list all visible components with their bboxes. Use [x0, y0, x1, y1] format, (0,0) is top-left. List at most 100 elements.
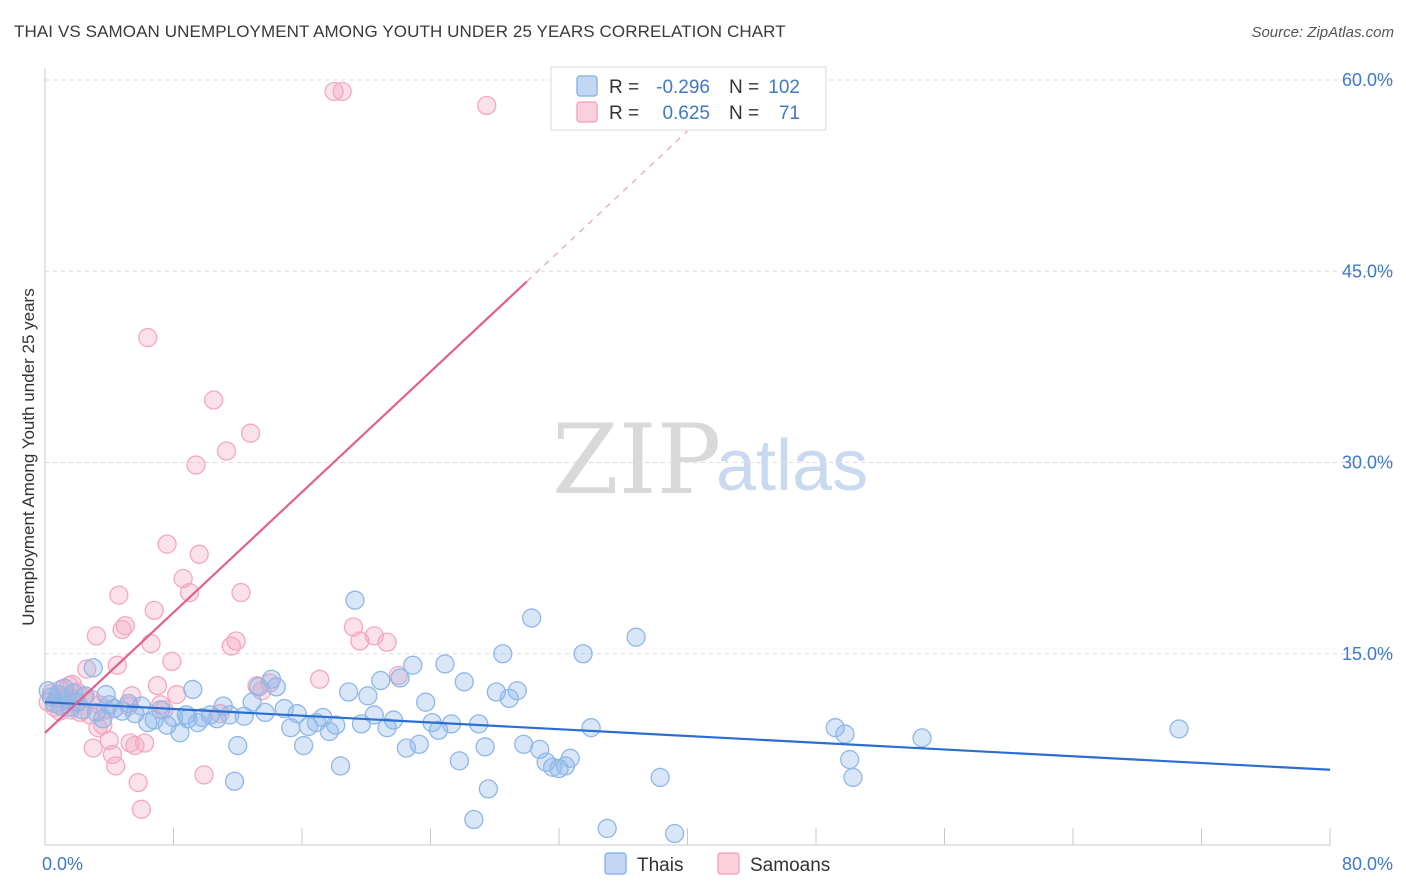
samoan-point [377, 632, 397, 652]
thai-point [220, 705, 240, 725]
thai-point [597, 818, 617, 839]
samoan-point [134, 733, 155, 753]
samoan-point [77, 659, 97, 679]
thai-point [403, 655, 423, 675]
samoan-point [310, 669, 330, 689]
legend-r-label-samoan: R = [609, 103, 639, 124]
legend-r-value-thai: -0.296 [656, 77, 710, 98]
thai-point [665, 823, 685, 844]
samoan-point [194, 765, 214, 785]
thai-point [330, 756, 351, 776]
y-tick-label: 45.0% [1342, 261, 1393, 281]
y-tick-labels: 15.0% 30.0% 45.0% 60.0% [1342, 70, 1393, 664]
samoan-point [157, 534, 177, 554]
thai-point [475, 737, 495, 757]
legend-swatch-thai [576, 75, 598, 97]
thai-point [293, 735, 314, 756]
thai-point [514, 734, 534, 754]
thai-point [573, 644, 593, 664]
samoan-point [216, 441, 237, 461]
samoan-point [226, 631, 246, 651]
samoan-point [167, 684, 187, 705]
thai-point [377, 718, 397, 738]
y-tick-label: 15.0% [1342, 644, 1393, 664]
samoan-point [204, 390, 224, 410]
bottom-legend-label-samoan: Samoans [750, 855, 830, 876]
samoan-point [332, 81, 352, 102]
thai-point [54, 678, 74, 698]
y-axis-label: Unemployment Among Youth under 25 years [19, 288, 38, 625]
samoan-point [128, 772, 148, 793]
x-ticks [44, 828, 1331, 845]
gridlines [45, 79, 1393, 655]
trendlines [44, 130, 1331, 771]
samoan-point [109, 585, 129, 605]
samoan-point [350, 631, 370, 651]
samoan-point [86, 626, 107, 646]
samoan-point [147, 675, 168, 696]
thai-point [416, 692, 436, 712]
thai-point [178, 709, 198, 729]
watermark-zip: ZIP [552, 404, 721, 516]
thai-point [1169, 719, 1189, 739]
samoan-point [173, 568, 193, 589]
x-tick-label-min: 0.0% [42, 854, 83, 874]
samoan-point [477, 95, 497, 116]
legend-n-label-thai: N = [729, 77, 759, 98]
thai-point [371, 670, 391, 691]
thai-point [326, 715, 346, 735]
bottom-legend-swatch-thai [604, 852, 627, 875]
samoan-point [186, 455, 206, 475]
thai-points [38, 590, 1189, 844]
thai-point [522, 608, 542, 628]
thai-point [840, 749, 860, 770]
samoan-point [83, 738, 103, 758]
thai-point [449, 751, 470, 771]
samoan-point [88, 718, 108, 738]
legend-n-value-samoan: 71 [779, 103, 800, 124]
samoan-point [189, 544, 209, 564]
series-legend: Thais Samoans [604, 852, 830, 876]
samoan-point [179, 582, 200, 603]
samoan-point [131, 799, 152, 819]
chart-title: THAI VS SAMOAN UNEMPLOYMENT AMONG YOUTH … [14, 22, 786, 41]
bottom-legend-label-thai: Thais [637, 855, 683, 876]
thai-point [287, 704, 307, 724]
thai-point [650, 767, 670, 788]
samoan-point [141, 633, 161, 654]
samoan-point [162, 651, 182, 672]
thai-point [183, 679, 203, 700]
samoan-point [324, 81, 344, 102]
thai-point [499, 688, 519, 709]
samoan-point [240, 423, 261, 443]
thai-point [390, 668, 410, 688]
thai-point [224, 771, 245, 791]
thai-point [560, 748, 580, 768]
thai-point [626, 627, 646, 647]
thai-point [493, 644, 513, 664]
thai-point [825, 718, 845, 738]
thai-point [409, 734, 429, 754]
thai-point [507, 681, 527, 701]
thai-point [228, 735, 248, 756]
samoan-trendline [44, 280, 528, 734]
thai-point [464, 809, 484, 830]
y-tick-label: 30.0% [1342, 453, 1393, 473]
legend-n-label-samoan: N = [729, 103, 759, 124]
thai-point [266, 677, 286, 697]
thai-point [338, 682, 359, 702]
thai-point [358, 686, 378, 706]
correlation-legend: R = -0.296 N = 102 R = 0.625 N = 71 [550, 66, 827, 131]
thai-point [581, 718, 601, 738]
thai-point [835, 724, 855, 744]
thai-point [454, 672, 474, 692]
thai-point [478, 779, 498, 799]
x-tick-label-max: 80.0% [1342, 854, 1393, 874]
watermark-atlas: atlas [716, 426, 868, 506]
thai-point [843, 767, 863, 788]
source-label: Source: ZipAtlas.com [1251, 24, 1394, 41]
samoan-point [102, 744, 123, 765]
samoan-point [343, 617, 364, 637]
thai-point [435, 654, 455, 674]
